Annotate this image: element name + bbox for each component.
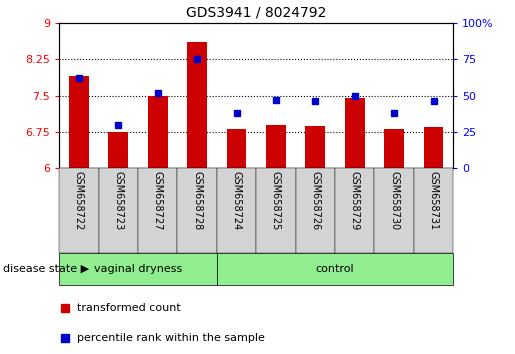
Text: GSM658731: GSM658731 bbox=[428, 171, 438, 230]
Text: vaginal dryness: vaginal dryness bbox=[94, 264, 182, 274]
Text: GSM658726: GSM658726 bbox=[311, 171, 320, 230]
Text: control: control bbox=[316, 264, 354, 274]
Bar bbox=[138, 168, 177, 253]
Text: GSM658727: GSM658727 bbox=[153, 171, 163, 230]
Bar bbox=[256, 168, 296, 253]
Bar bbox=[345, 98, 365, 168]
Bar bbox=[217, 253, 453, 285]
Bar bbox=[99, 168, 138, 253]
Text: GSM658723: GSM658723 bbox=[113, 171, 123, 230]
Bar bbox=[217, 168, 256, 253]
Bar bbox=[59, 253, 217, 285]
Text: GSM658728: GSM658728 bbox=[192, 171, 202, 230]
Bar bbox=[69, 76, 89, 168]
Title: GDS3941 / 8024792: GDS3941 / 8024792 bbox=[186, 5, 327, 19]
Text: GSM658729: GSM658729 bbox=[350, 171, 359, 230]
Text: GSM658725: GSM658725 bbox=[271, 171, 281, 230]
Bar bbox=[177, 168, 217, 253]
Bar bbox=[414, 168, 453, 253]
Text: transformed count: transformed count bbox=[77, 303, 181, 313]
Bar bbox=[187, 42, 207, 168]
Bar bbox=[384, 130, 404, 168]
Bar bbox=[296, 168, 335, 253]
Bar bbox=[305, 126, 325, 168]
Text: percentile rank within the sample: percentile rank within the sample bbox=[77, 333, 265, 343]
Text: GSM658730: GSM658730 bbox=[389, 171, 399, 230]
Bar bbox=[148, 96, 167, 168]
Text: disease state ▶: disease state ▶ bbox=[3, 264, 89, 274]
Bar bbox=[335, 168, 374, 253]
Text: GSM658724: GSM658724 bbox=[232, 171, 242, 230]
Bar bbox=[266, 125, 286, 168]
Bar bbox=[59, 168, 99, 253]
Text: GSM658722: GSM658722 bbox=[74, 171, 84, 230]
Bar bbox=[374, 168, 414, 253]
Bar bbox=[424, 127, 443, 168]
Bar bbox=[227, 130, 246, 168]
Bar bbox=[109, 132, 128, 168]
